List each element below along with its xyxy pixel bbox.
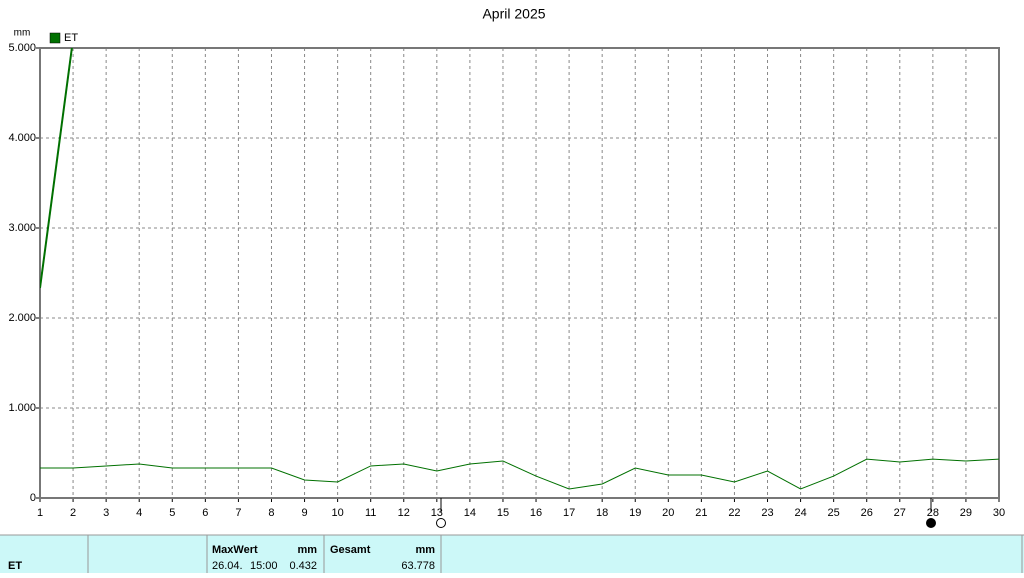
x-tick-label: 19: [629, 507, 641, 519]
x-tick-label: 10: [331, 507, 343, 519]
x-tick-label: 26: [861, 507, 873, 519]
y-tick-label: 4.000: [8, 132, 36, 144]
x-tick-label: 2: [70, 507, 76, 519]
x-tick-label: 5: [169, 507, 175, 519]
max-time: 15:00: [250, 560, 278, 572]
x-tick-label: 22: [728, 507, 740, 519]
y-unit: mm: [14, 28, 31, 39]
total-value: 63.778: [401, 560, 435, 572]
x-tick-label: 7: [235, 507, 241, 519]
series-line: [40, 48, 73, 289]
x-tick-label: 20: [662, 507, 674, 519]
x-tick-label: 15: [497, 507, 509, 519]
x-tick-label: 23: [761, 507, 773, 519]
max-date: 26.04.: [212, 560, 243, 572]
legend-label: ET: [64, 32, 78, 44]
legend-swatch: [49, 32, 61, 44]
x-tick-label: 24: [794, 507, 806, 519]
y-tick-label: 2.000: [8, 312, 36, 324]
summary-table: ET MaxWert mm 26.04. 15:00 0.432 Gesamt …: [0, 534, 1024, 573]
max-value: 0.432: [289, 560, 317, 572]
x-tick-label: 13: [431, 507, 443, 519]
x-tick-label: 6: [202, 507, 208, 519]
x-tick-label: 14: [464, 507, 476, 519]
total-unit: mm: [415, 544, 435, 556]
x-tick-label: 18: [596, 507, 608, 519]
max-unit: mm: [297, 544, 317, 556]
total-header: Gesamt: [330, 544, 371, 556]
x-tick-label: 25: [828, 507, 840, 519]
x-tick-label: 21: [695, 507, 707, 519]
x-tick-label: 30: [993, 507, 1005, 519]
x-tick-label: 9: [301, 507, 307, 519]
full-moon-icon: [436, 518, 446, 528]
x-tick-label: 16: [530, 507, 542, 519]
x-tick-label: 12: [398, 507, 410, 519]
y-tick-label: 5.000: [8, 42, 36, 54]
x-tick-label: 11: [365, 507, 376, 519]
y-tick-label: 1.000: [8, 402, 36, 414]
series-line: [40, 458, 999, 490]
chart-title: April 2025: [482, 6, 545, 22]
y-tick-label: 3.000: [8, 222, 36, 234]
plot-frame: [39, 47, 1000, 499]
max-header: MaxWert: [212, 544, 258, 556]
row-label: ET: [8, 560, 22, 572]
x-tick-label: 17: [563, 507, 575, 519]
table-bg: [0, 535, 1024, 573]
y-tick-label: 0: [30, 492, 36, 504]
x-tick-label: 3: [103, 507, 109, 519]
x-tick-label: 29: [960, 507, 972, 519]
x-tick-label: 1: [37, 507, 43, 519]
x-tick-label: 4: [136, 507, 142, 519]
x-tick-label: 8: [268, 507, 274, 519]
x-tick-label: 28: [927, 507, 939, 519]
x-tick-label: 27: [894, 507, 906, 519]
new-moon-icon: [926, 518, 936, 528]
